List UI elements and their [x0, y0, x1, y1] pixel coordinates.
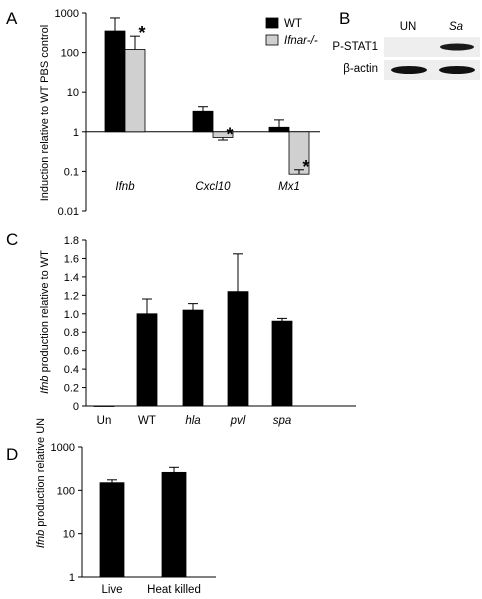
chart-c-ytick-label: 0.8: [64, 327, 79, 339]
chart-a-bar-wt: [192, 110, 214, 133]
chart-d-ylabel-rest: production relative UN: [35, 418, 47, 530]
blot-band-pstat1-sa: [440, 43, 474, 51]
legend-ko-swatch: [265, 34, 279, 46]
panel-a-letter: A: [6, 9, 18, 28]
chart-a-significance-star: *: [138, 23, 145, 43]
panel-c-letter: C: [6, 230, 18, 249]
chart-a-ytick-label: 100: [61, 48, 79, 60]
chart-a-legend: WT Ifnar-/-: [265, 17, 318, 47]
chart-a-ytick-label: 1: [73, 127, 79, 139]
chart-a-ytick-label: 0.01: [58, 206, 79, 218]
chart-a-significance-star: *: [226, 124, 233, 144]
chart-c-ytick-label: 0.6: [64, 346, 79, 358]
chart-c-bar: [93, 405, 115, 407]
legend-wt-swatch: [265, 17, 279, 29]
chart-c-ytick-label: 1.4: [64, 272, 79, 284]
panel-d-letter: D: [6, 445, 18, 464]
blot-strip-pstat1: [384, 37, 480, 57]
blot-row-actin: β-actin: [343, 63, 378, 75]
chart-c-ylabel-rest: production relative to WT: [39, 250, 51, 376]
chart-a-bar-wt: [104, 30, 126, 133]
legend-wt-label: WT: [284, 18, 302, 30]
chart-c-category-label: hla: [185, 415, 200, 427]
blot-row-pstat1: P-STAT1: [332, 41, 378, 53]
chart-c-ylabel: Ifnb production relative to WT: [39, 250, 51, 394]
blot-col-un: UN: [400, 21, 417, 33]
chart-c-ytick-label: 1.8: [64, 235, 79, 247]
chart-a-ytick-label: 0.1: [64, 166, 79, 178]
chart-d-category-label: Live: [101, 584, 122, 596]
chart-a-ytick-label: 10: [67, 87, 79, 99]
chart-c-category-label: spa: [273, 415, 292, 427]
chart-c-ytick-label: 1.6: [64, 253, 79, 265]
chart-c-ytick-label: 0: [73, 401, 79, 413]
blot-band-actin-sa: [439, 66, 475, 74]
legend-ko-label: Ifnar-/-: [284, 35, 318, 47]
chart-d-bar: [161, 471, 187, 578]
chart-c-ylabel-gene: Ifnb: [39, 375, 51, 393]
chart-d-bar: [99, 482, 125, 578]
chart-a-category-label: Cxcl10: [195, 181, 231, 193]
chart-a-category-label: Ifnb: [115, 181, 135, 193]
chart-a-bar-ko: [124, 49, 146, 133]
blot-band-actin-un: [391, 66, 427, 74]
chart-c-bar: [271, 320, 293, 407]
chart-c-ytick-label: 0.4: [64, 364, 79, 376]
chart-d: 1 10 100 1000 Live Heat killed: [51, 442, 216, 596]
chart-d-ylabel: Ifnb production relative UN: [35, 418, 47, 548]
chart-a-bar-wt: [268, 126, 290, 133]
western-blot: UN Sa P-STAT1 β-actin: [332, 21, 480, 80]
chart-c-bar: [227, 291, 249, 407]
chart-d-ylabel-gene: Ifnb: [35, 530, 47, 548]
chart-d-ytick-label: 10: [63, 529, 75, 541]
chart-d-category-label: Heat killed: [147, 584, 201, 596]
chart-c-bar: [136, 313, 158, 407]
chart-a-ytick-label: 1000: [55, 8, 79, 20]
chart-c-ytick-label: 0.2: [64, 383, 79, 395]
blot-strip-actin: [384, 60, 480, 80]
chart-c: 0 0.2 0.4 0.6 0.8 1.0 1.2 1.4 1.6 1.8 Un WT hla pvl sp…: [64, 235, 356, 427]
panel-b-letter: B: [339, 9, 350, 28]
chart-c-bar: [182, 309, 204, 407]
chart-a-category-label: Mx1: [278, 181, 300, 193]
blot-col-sa: Sa: [449, 21, 463, 33]
chart-d-ytick-label: 100: [57, 485, 75, 497]
chart-a-significance-star: *: [302, 157, 309, 177]
chart-c-category-label: Un: [97, 415, 112, 427]
chart-a-ylabel: Induction relative to WT PBS control: [39, 25, 51, 202]
chart-d-ytick-label: 1000: [51, 442, 75, 454]
chart-c-ytick-label: 1.0: [64, 309, 79, 321]
chart-d-ytick-label: 1: [69, 572, 75, 584]
chart-c-category-label: pvl: [230, 415, 246, 427]
chart-c-ytick-label: 1.2: [64, 290, 79, 302]
chart-c-category-label: WT: [138, 415, 156, 427]
